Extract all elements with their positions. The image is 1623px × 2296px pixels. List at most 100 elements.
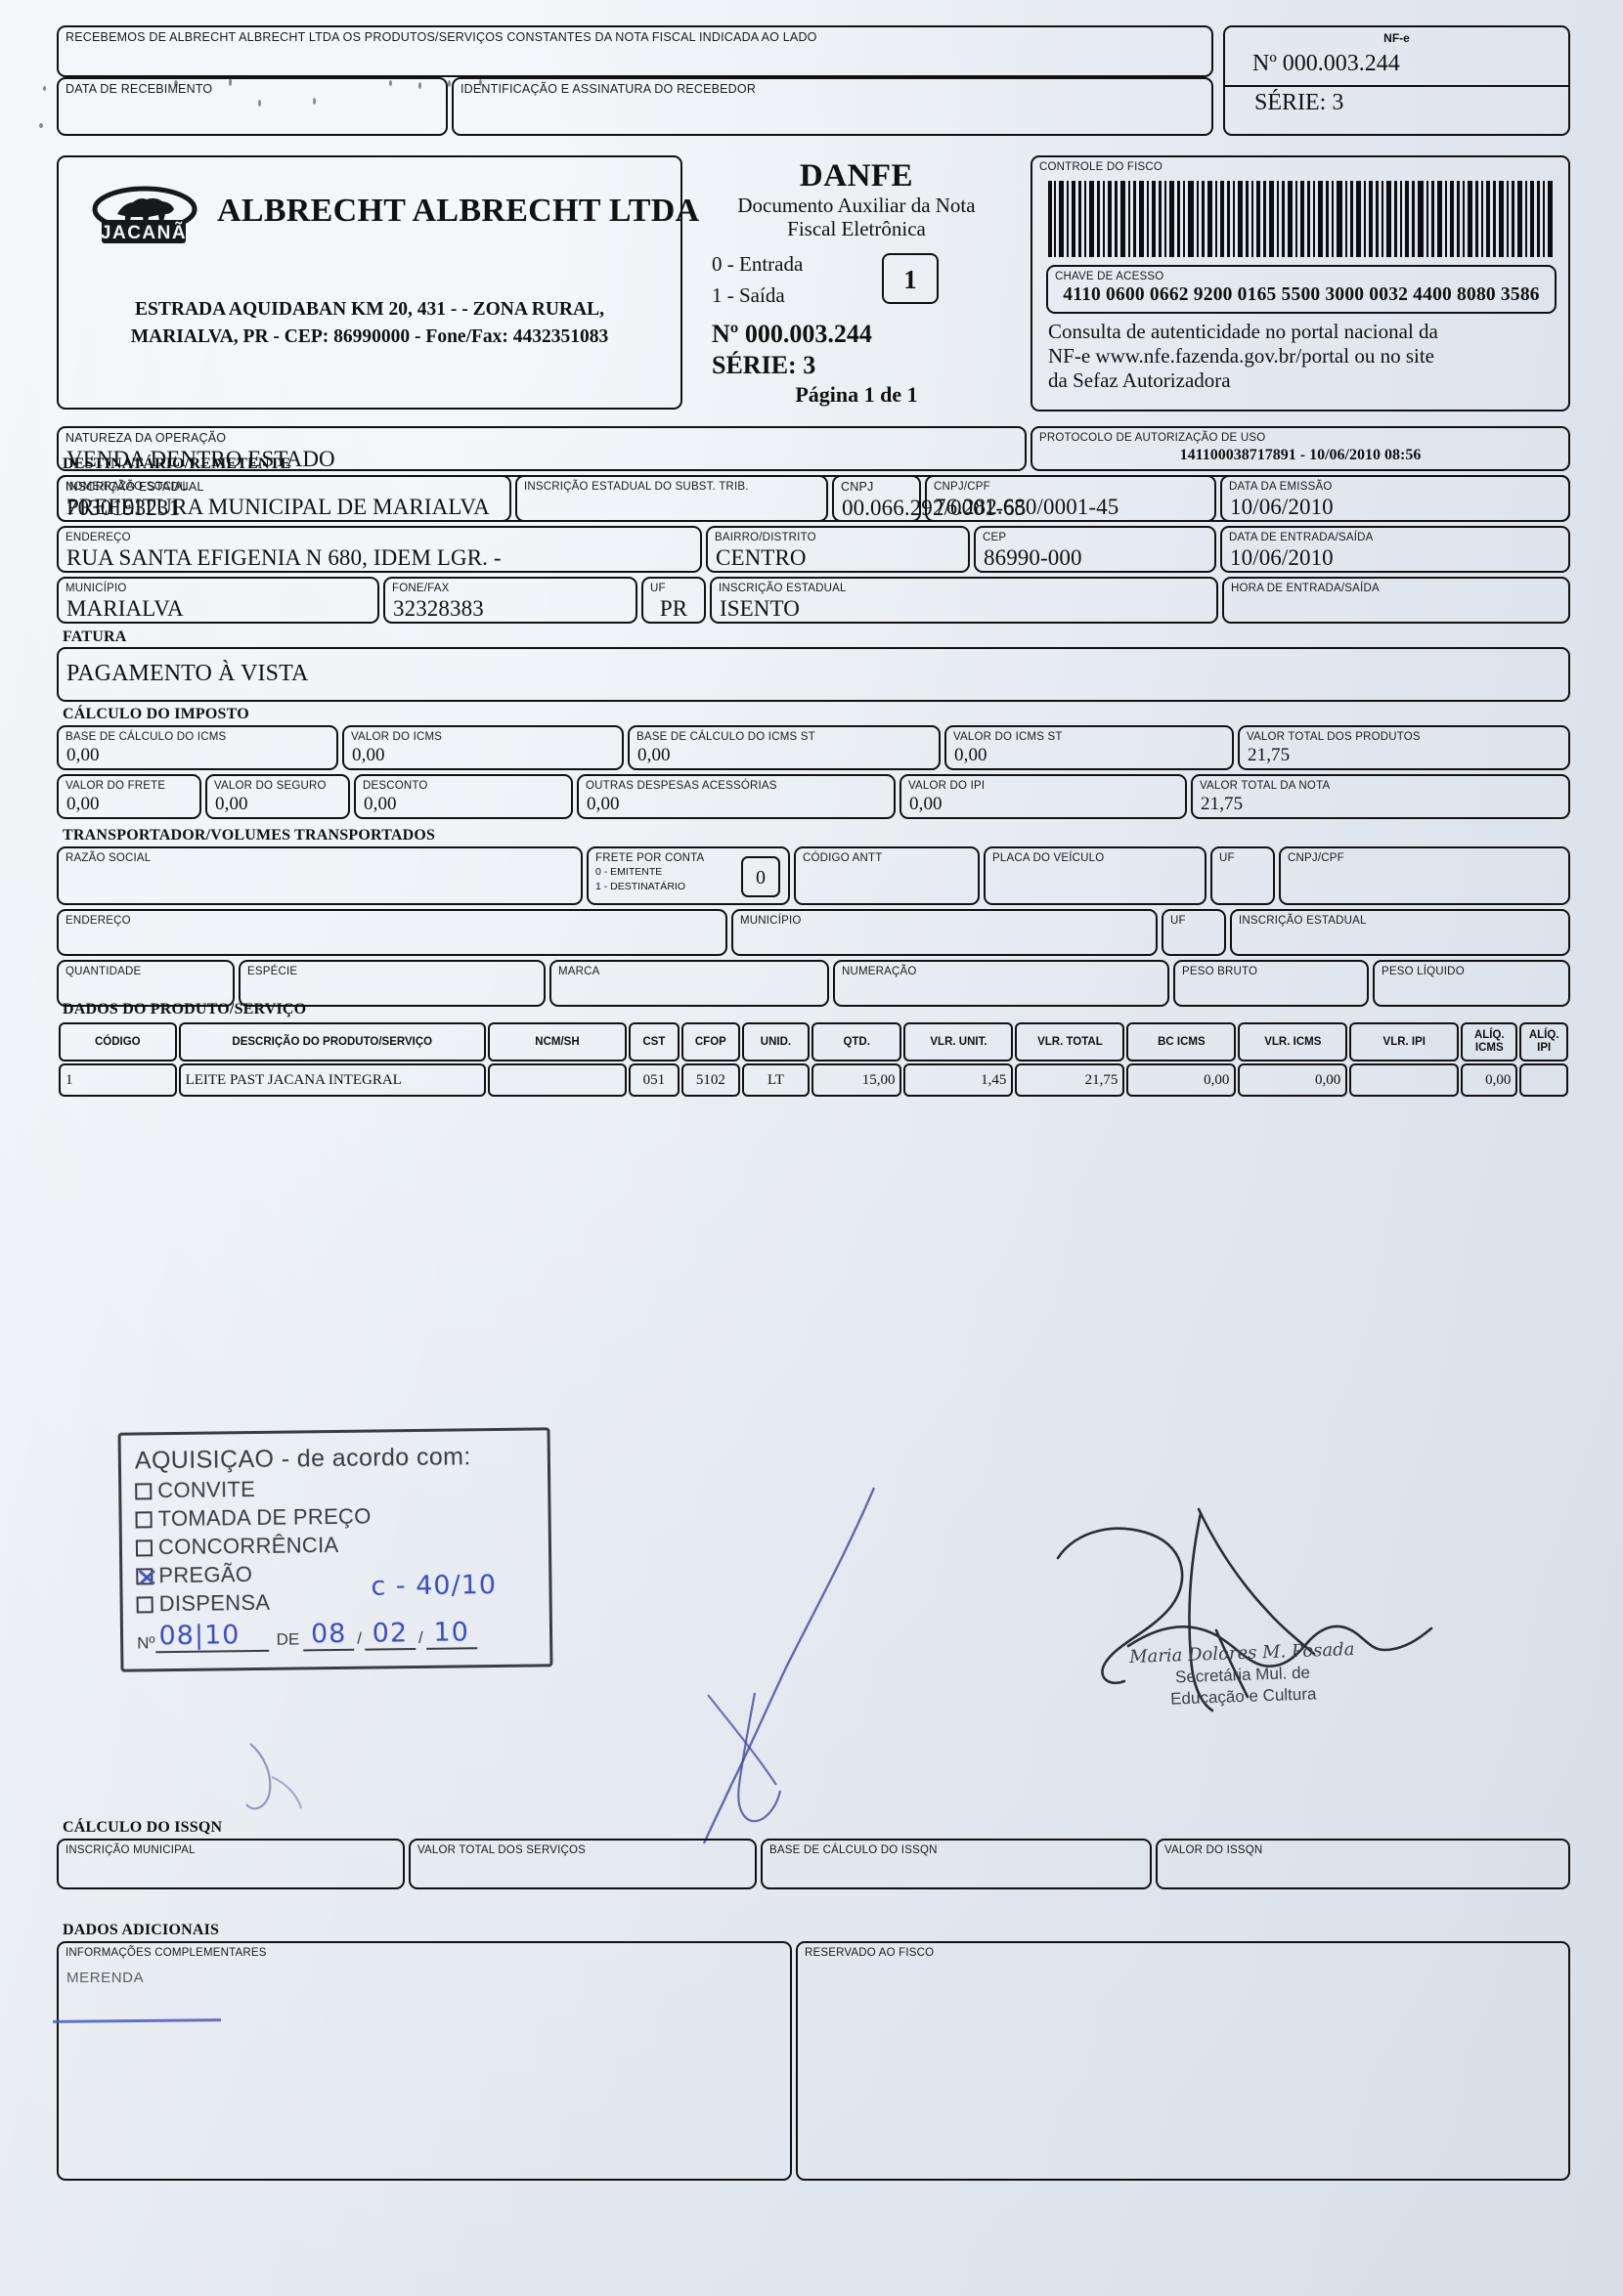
danfe-entrada-label: 0 - Entrada [712,252,804,276]
checkbox-icon-concorrencia[interactable] [135,1538,154,1556]
transporte-quantidade-value [59,978,233,979]
barcode [1048,181,1555,257]
receipt-date-field[interactable]: DATA DE RECEBIMENTO [57,77,448,136]
stamp-handwritten-pregao: c - 40/10 [371,1569,498,1602]
destinatario-cnpjcpf-label: CNPJ/CPF [934,481,990,493]
transporte-antt-field: CÓDIGO ANTT [794,846,980,905]
destinatario-entrada-field: DATA DE ENTRADA/SAÍDA 10/06/2010 [1220,526,1570,573]
jacana-logo-icon: JACANÃ [90,185,205,245]
aquisicao-stamp: AQUISIÇAO - de acordo com: CONVITE TOMAD… [117,1427,553,1672]
danfe-saida-label: 1 - Saída [712,282,785,307]
adicionais-row: INFORMAÇÕES COMPLEMENTARES MERENDA RESER… [52,1941,1570,2181]
destinatario-endereco-label: ENDEREÇO [66,532,131,543]
adicionais-section: DADOS ADICIONAIS INFORMAÇÕES COMPLEMENTA… [52,1922,1570,2181]
checkbox-icon-dispensa[interactable] [136,1595,154,1613]
checkbox-icon-convite[interactable] [135,1482,153,1499]
stamp-option-dispensa-label: DISPENSA [158,1589,271,1617]
destinatario-hora-field: HORA DE ENTRADA/SAÍDA [1222,577,1570,624]
imposto-vlr-ipi-value: 0,00 [909,793,943,814]
danfe-document: RECEBEMOS DE ALBRECHT ALBRECHT LTDA OS P… [39,25,1570,2274]
produtos-section: DADOS DO PRODUTO/SERVIÇO CÓDIGO DESCRIÇÃ… [57,1001,1570,1099]
imposto-outras-despesas-value: 0,00 [587,793,620,814]
destinatario-fone-field: FONE/FAX 32328383 [383,577,637,624]
signature-block: Maria Dolores M. Posada Secretária Mul. … [1015,1501,1484,1726]
transporte-frete-options: 0 - EMITENTE 1 - DESTINATÁRIO [589,865,788,894]
imposto-vlr-total-produtos-value: 21,75 [1248,744,1291,765]
receipt-signature-field[interactable]: IDENTIFICAÇÃO E ASSINATURA DO RECEBEDOR [452,77,1213,136]
th-aliq-ipi: ALÍQ. IPI [1519,1022,1568,1061]
transporte-antt-label: CÓDIGO ANTT [803,852,883,864]
imposto-outras-despesas-label: OUTRAS DESPESAS ACESSÓRIAS [586,780,777,792]
scan-speck [313,98,316,105]
inscricao-estadual-label: INSCRIÇÃO ESTADUAL [66,480,204,494]
transporte-endereco-field: ENDEREÇO [57,909,727,956]
destinatario-emissao-field: DATA DA EMISSÃO 10/06/2010 [1220,475,1570,522]
issqn-base-calculo-field: BASE DE CÁLCULO DO ISSQN [761,1839,1152,1889]
imposto-vlr-icms-st-value: 0,00 [954,744,987,765]
fatura-section: FATURA PAGAMENTO À VISTA [57,628,1570,702]
issqn-valor-value [1158,1857,1568,1908]
transporte-quantidade-field: QUANTIDADE [57,960,235,1007]
produtos-header-row: CÓDIGO DESCRIÇÃO DO PRODUTO/SERVIÇO NCM/… [59,1022,1568,1061]
nfe-divider [1225,85,1568,87]
checkbox-icon-tomada-de-preco[interactable] [135,1510,153,1528]
transporte-ie-value [1232,928,1568,929]
protocolo-label: PROTOCOLO DE AUTORIZAÇÃO DE USO [1039,432,1266,444]
receipt-date-label: DATA DE RECEBIMENTO [66,82,213,96]
pen-stroke-doodle [702,1487,876,1844]
th-vlr-icms: VLR. ICMS [1238,1022,1348,1061]
stamp-title: AQUISIÇAO - de acordo com: [134,1443,471,1475]
destinatario-row-1: NOME/RAZÃO SOCIAL PREFEITURA MUNICIPAL D… [57,475,1570,522]
adicionais-info-value: MERENDA [66,1969,145,1986]
transporte-row-2: ENDEREÇO MUNICÍPIO UF INSCRIÇÃO ESTADUAL [57,909,1570,956]
danfe-serie: SÉRIE: 3 [712,351,816,379]
transporte-uf-label: UF [1219,852,1235,864]
destinatario-entrada-label: DATA DE ENTRADA/SAÍDA [1229,532,1374,543]
transporte-peso-bruto-field: PESO BRUTO [1173,960,1369,1007]
imposto-vlr-icms-field: VALOR DO ICMS 0,00 [342,725,624,770]
emitter-address: ESTRADA AQUIDABAN KM 20, 431 - - ZONA RU… [59,296,680,352]
destinatario-row-3: MUNICÍPIO MARIALVA FONE/FAX 32328383 UF … [57,577,1570,624]
th-unid: UNID. [742,1022,810,1061]
imposto-vlr-icms-st-label: VALOR DO ICMS ST [953,731,1063,743]
imposto-vlr-icms-st-field: VALOR DO ICMS ST 0,00 [944,725,1234,770]
destinatario-fone-label: FONE/FAX [392,583,450,594]
issqn-section: CÁLCULO DO ISSQN INSCRIÇÃO MUNICIPAL VAL… [57,1819,1570,1889]
destinatario-ie-value: ISENTO [720,595,800,621]
destinatario-row-2: ENDEREÇO RUA SANTA EFIGENIA N 680, IDEM … [57,526,1570,573]
destinatario-municipio-field: MUNICÍPIO MARIALVA [57,577,379,624]
imposto-seguro-field: VALOR DO SEGURO 0,00 [205,774,350,819]
imposto-bc-icms-st-label: BASE DE CÁLCULO DO ICMS ST [636,731,815,743]
td-aliq-icms: 0,00 [1461,1063,1518,1097]
imposto-seguro-value: 0,00 [215,793,248,814]
checkbox-icon-pregao-checked[interactable] [136,1567,154,1584]
fatura-value: PAGAMENTO À VISTA [66,661,309,686]
cnpj-label: CNPJ [841,480,874,494]
fatura-section-title: FATURA [63,628,127,645]
transporte-endereco-value [59,928,725,929]
transporte-antt-value [796,865,978,866]
transporte-uf-value [1212,865,1273,866]
emitter-address-line1: ESTRADA AQUIDABAN KM 20, 431 - - ZONA RU… [135,299,604,320]
stamp-date-sep-2: / [417,1627,423,1647]
transporte-ie-label: INSCRIÇÃO ESTADUAL [1239,915,1367,927]
th-aliq-icms: ALÍQ. ICMS [1461,1022,1518,1061]
stamp-num-prefix: Nº [137,1633,155,1653]
td-aliq-ipi [1519,1063,1568,1097]
td-codigo: 1 [59,1063,177,1097]
destinatario-ie-field: INSCRIÇÃO ESTADUAL ISENTO [710,577,1218,624]
transporte-marca-field: MARCA [549,960,829,1007]
destinatario-hora-value [1224,595,1568,596]
transporte-placa-field: PLACA DO VEÍCULO [984,846,1206,905]
td-vlr-unit: 1,45 [903,1063,1014,1097]
transporte-uf2-field: UF [1162,909,1226,956]
transporte-razao-field: RAZÃO SOCIAL [57,846,583,905]
natureza-value: VENDA DENTRO ESTADO [66,446,335,471]
destinatario-cnpjcpf-value: 76.282.680/0001-45 [935,494,1119,519]
issqn-inscricao-municipal-value [59,1857,403,1908]
natureza-row: NATUREZA DA OPERAÇÃO VENDA DENTRO ESTADO… [57,426,1570,471]
issqn-row: INSCRIÇÃO MUNICIPAL VALOR TOTAL DOS SERV… [57,1839,1570,1889]
fisco-label: CONTROLE DO FISCO [1039,161,1163,173]
nfe-summary-box: NF-e Nº 000.003.244 SÉRIE: 3 [1223,25,1570,136]
